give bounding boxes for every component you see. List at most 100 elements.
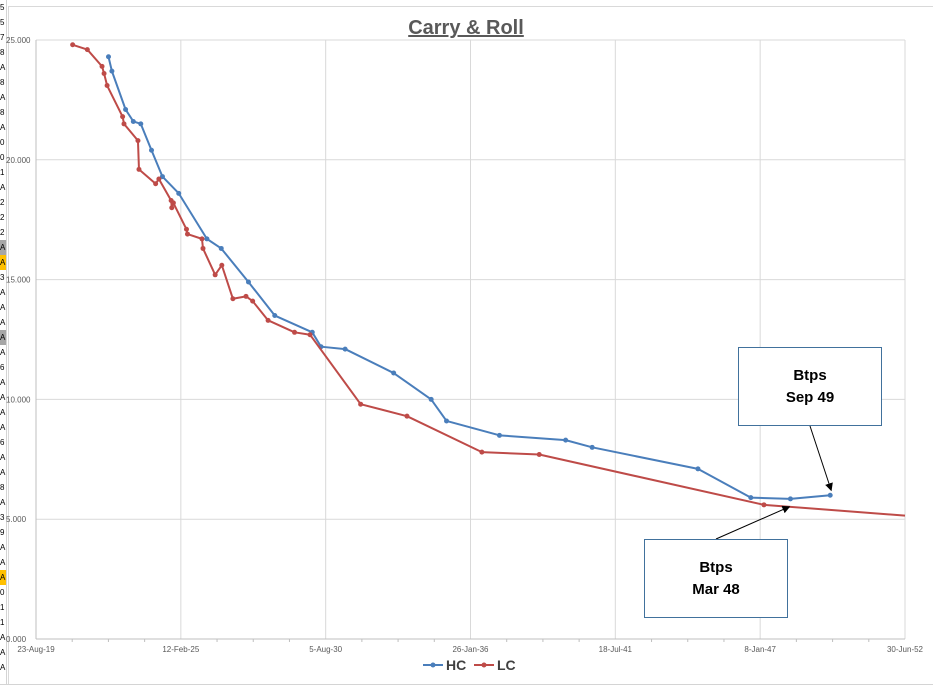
row-header-cell[interactable]: A <box>0 318 6 327</box>
data-point-lc[interactable] <box>358 401 364 407</box>
data-point-hc[interactable] <box>218 245 224 251</box>
data-point-lc[interactable] <box>170 200 176 206</box>
series-hc[interactable] <box>105 54 833 502</box>
data-point-hc[interactable] <box>159 174 165 180</box>
chart-area[interactable] <box>8 6 933 684</box>
data-point-lc[interactable] <box>101 71 107 77</box>
data-point-hc[interactable] <box>391 370 397 376</box>
row-header-cell[interactable]: 3 <box>0 513 5 522</box>
row-header-cell[interactable]: A <box>0 240 6 255</box>
data-point-lc[interactable] <box>70 42 76 48</box>
row-header-cell[interactable]: 5 <box>0 3 5 12</box>
data-point-lc[interactable] <box>135 138 141 144</box>
data-point-lc[interactable] <box>183 226 189 232</box>
data-point-hc[interactable] <box>149 147 155 153</box>
row-header-cell[interactable]: 8 <box>0 48 5 57</box>
data-point-hc[interactable] <box>748 495 754 501</box>
data-point-hc[interactable] <box>130 118 136 124</box>
row-header-cell[interactable]: A <box>0 378 6 387</box>
row-header-cell[interactable]: A <box>0 348 6 357</box>
row-header-cell[interactable]: A <box>0 183 6 192</box>
data-point-lc[interactable] <box>200 245 206 251</box>
row-header-cell[interactable]: A <box>0 498 6 507</box>
row-header-cell[interactable]: 0 <box>0 138 5 147</box>
data-point-hc[interactable] <box>787 496 793 502</box>
row-header-cell[interactable]: A <box>0 543 6 552</box>
row-header-cell[interactable]: A <box>0 570 6 585</box>
row-header-cell[interactable]: A <box>0 63 6 72</box>
data-point-lc[interactable] <box>169 205 175 211</box>
data-point-lc[interactable] <box>219 262 225 268</box>
data-point-hc[interactable] <box>589 444 595 450</box>
row-header-cell[interactable]: 5 <box>0 18 5 27</box>
data-point-lc[interactable] <box>292 329 298 335</box>
data-point-lc[interactable] <box>121 121 127 127</box>
row-header-cell[interactable]: A <box>0 330 6 345</box>
data-point-hc[interactable] <box>428 396 434 402</box>
data-point-lc[interactable] <box>120 114 126 120</box>
row-header-cell[interactable]: A <box>0 453 6 462</box>
row-header-cell[interactable]: A <box>0 123 6 132</box>
row-header-cell[interactable]: A <box>0 303 6 312</box>
data-point-lc[interactable] <box>104 83 110 89</box>
data-point-lc[interactable] <box>153 181 159 187</box>
row-header-cell[interactable]: 0 <box>0 588 5 597</box>
series-lc[interactable] <box>70 42 906 517</box>
data-point-lc[interactable] <box>404 413 410 419</box>
data-point-lc[interactable] <box>212 272 218 278</box>
data-point-lc[interactable] <box>536 452 542 458</box>
row-header-cell[interactable]: 2 <box>0 213 5 222</box>
row-header-cell[interactable]: A <box>0 93 6 102</box>
row-header-cell[interactable]: 1 <box>0 168 5 177</box>
annotation-callout-hc[interactable]: Btps Sep 49 <box>738 347 882 426</box>
data-point-hc[interactable] <box>176 190 182 196</box>
data-point-hc[interactable] <box>123 106 129 112</box>
row-header-cell[interactable]: A <box>0 423 6 432</box>
data-point-lc[interactable] <box>156 176 162 182</box>
row-header-cell[interactable]: 1 <box>0 618 5 627</box>
row-header-cell[interactable]: A <box>0 558 6 567</box>
row-header-cell[interactable]: 1 <box>0 603 5 612</box>
row-header-cell[interactable]: 7 <box>0 33 5 42</box>
row-header-cell[interactable]: A <box>0 663 6 672</box>
data-point-lc[interactable] <box>761 502 767 508</box>
row-header-cell[interactable]: A <box>0 648 6 657</box>
data-point-lc[interactable] <box>230 296 236 302</box>
row-header-cell[interactable]: 8 <box>0 78 5 87</box>
legend-item-hc[interactable]: HC <box>423 657 466 673</box>
data-point-hc[interactable] <box>695 466 701 472</box>
data-point-lc[interactable] <box>84 47 90 53</box>
data-point-hc[interactable] <box>827 492 833 498</box>
data-point-lc[interactable] <box>99 63 105 69</box>
data-point-lc[interactable] <box>250 298 256 304</box>
row-header-cell[interactable]: A <box>0 633 6 642</box>
row-header-cell[interactable]: 9 <box>0 528 5 537</box>
row-header-cell[interactable]: A <box>0 288 6 297</box>
row-header-cell[interactable]: 3 <box>0 273 5 282</box>
row-header-cell[interactable]: 0 <box>0 153 5 162</box>
data-point-lc[interactable] <box>136 166 142 172</box>
row-header-cell[interactable]: 2 <box>0 228 5 237</box>
data-point-hc[interactable] <box>563 437 569 443</box>
row-header-cell[interactable]: A <box>0 255 6 270</box>
row-header-cell[interactable]: 8 <box>0 108 5 117</box>
row-header-cell[interactable]: 2 <box>0 198 5 207</box>
legend-item-lc[interactable]: LC <box>474 657 516 673</box>
row-header-cell[interactable]: 8 <box>0 483 5 492</box>
data-point-hc[interactable] <box>204 236 210 242</box>
row-header-cell[interactable]: A <box>0 468 6 477</box>
row-header-cell[interactable]: A <box>0 393 6 402</box>
data-point-hc[interactable] <box>245 279 251 285</box>
data-point-lc[interactable] <box>199 236 205 242</box>
data-point-lc[interactable] <box>265 317 271 323</box>
data-point-lc[interactable] <box>184 231 190 237</box>
data-point-lc[interactable] <box>243 293 249 299</box>
data-point-hc[interactable] <box>342 346 348 352</box>
data-point-hc[interactable] <box>496 432 502 438</box>
data-point-hc[interactable] <box>109 68 115 74</box>
data-point-hc[interactable] <box>138 121 144 127</box>
data-point-lc[interactable] <box>307 332 313 338</box>
row-header-cell[interactable]: 6 <box>0 438 5 447</box>
data-point-hc[interactable] <box>105 54 111 60</box>
